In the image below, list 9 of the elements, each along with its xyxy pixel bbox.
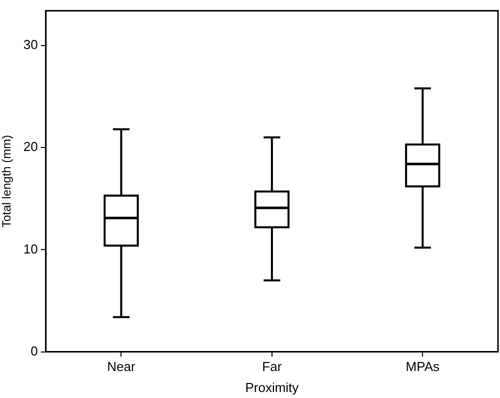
y-tick-label: 10 [23,241,38,256]
y-axis-title: Total length (mm) [0,134,14,228]
y-tick-label: 0 [30,343,38,358]
x-tick-label: Near [107,359,136,374]
x-tick-label: Far [262,359,282,374]
y-tick-label: 20 [23,139,38,154]
x-axis-title: Proximity [245,380,300,395]
x-tick-label: MPAs [406,359,440,374]
y-tick-label: 30 [23,37,38,52]
